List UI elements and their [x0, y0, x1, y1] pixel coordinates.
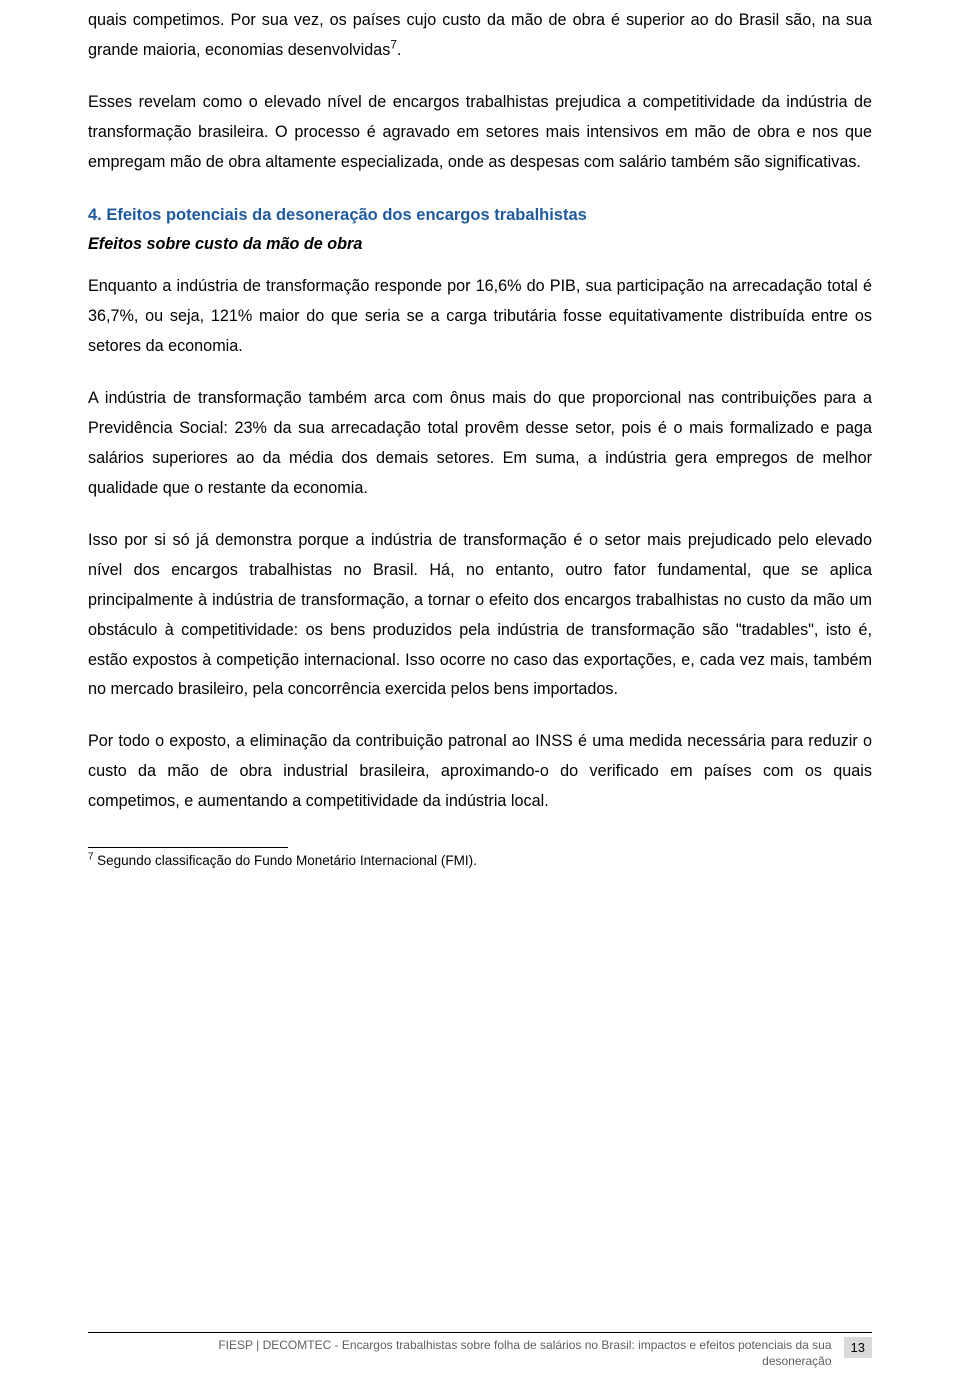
footnote-text: Segundo classificação do Fundo Monetário…	[93, 853, 476, 868]
page-number: 13	[844, 1337, 872, 1358]
paragraph-1-text: quais competimos. Por sua vez, os países…	[88, 11, 872, 59]
paragraph-4: A indústria de transformação também arca…	[88, 384, 872, 504]
paragraph-1: quais competimos. Por sua vez, os países…	[88, 6, 872, 66]
paragraph-3: Enquanto a indústria de transformação re…	[88, 272, 872, 362]
paragraph-1-tail: .	[397, 41, 402, 59]
document-body: quais competimos. Por sua vez, os países…	[88, 0, 872, 871]
footer-text: FIESP | DECOMTEC - Encargos trabalhistas…	[192, 1337, 832, 1369]
page-footer: FIESP | DECOMTEC - Encargos trabalhistas…	[88, 1332, 872, 1369]
paragraph-2: Esses revelam como o elevado nível de en…	[88, 88, 872, 178]
section-heading: 4. Efeitos potenciais da desoneração dos…	[88, 206, 872, 225]
footnote-divider	[88, 847, 288, 848]
footnote-7: 7 Segundo classificação do Fundo Monetár…	[88, 852, 872, 871]
paragraph-5: Isso por si só já demonstra porque a ind…	[88, 526, 872, 706]
section-subheading: Efeitos sobre custo da mão de obra	[88, 235, 872, 254]
paragraph-6: Por todo o exposto, a eliminação da cont…	[88, 727, 872, 817]
